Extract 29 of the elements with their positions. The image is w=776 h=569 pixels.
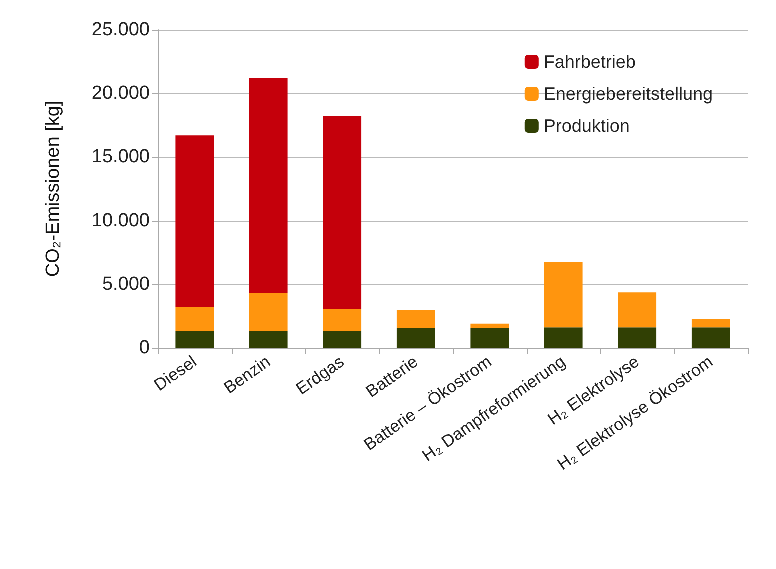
bar [618, 328, 657, 348]
y-tick-label: 0 [139, 338, 150, 358]
bar [396, 310, 436, 328]
bar [176, 136, 214, 308]
bar [396, 328, 436, 348]
bar [692, 319, 730, 328]
y-tick-label: 5.000 [102, 274, 150, 295]
y-tick-label: 20.000 [92, 83, 150, 104]
bar [176, 307, 214, 332]
bar [323, 331, 362, 348]
bar [249, 78, 288, 294]
bar [176, 331, 214, 348]
bar [692, 328, 730, 348]
bar [544, 328, 583, 348]
bar [249, 331, 288, 348]
bar [249, 293, 288, 332]
legend-label: Produktion [544, 116, 630, 136]
bar [323, 116, 362, 310]
bar [618, 292, 657, 328]
y-tick-label: 10.000 [92, 210, 150, 232]
y-axis-title: CO₂-Emissionen [kg] [43, 100, 64, 278]
bar [323, 309, 362, 332]
bar [544, 262, 583, 328]
legend-label: Fahrbetrieb [544, 52, 636, 72]
y-tick-label: 25.000 [92, 20, 150, 40]
legend-label: Energiebereitstellung [544, 84, 714, 104]
bar [470, 324, 510, 328]
y-tick-label: 15.000 [92, 146, 150, 168]
bar [470, 328, 510, 348]
